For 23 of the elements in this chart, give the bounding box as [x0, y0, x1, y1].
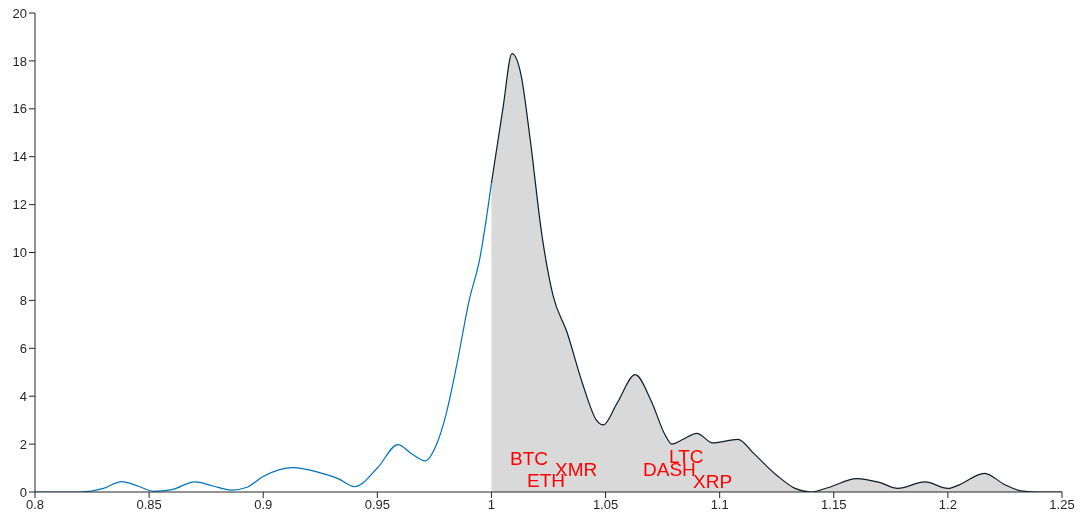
y-tick-label: 2 — [19, 436, 27, 452]
y-tick-label: 0 — [19, 484, 27, 500]
x-tick-label: 0.8 — [25, 497, 45, 513]
annotation: XRP — [693, 471, 733, 493]
x-tick-label: 1.2 — [938, 497, 957, 513]
x-tick-label: 1 — [487, 497, 496, 513]
x-tick-label: 1.15 — [821, 497, 847, 513]
x-tick-label: 1.1 — [710, 497, 729, 513]
y-tick-label: 20 — [12, 5, 27, 21]
y-tick-label: 6 — [19, 340, 27, 356]
y-tick-label: 4 — [19, 388, 27, 404]
y-tick-label: 10 — [12, 245, 27, 261]
y-tick-label: 14 — [12, 149, 27, 165]
annotation: BTC — [510, 448, 548, 470]
x-tick-label: 1.05 — [592, 497, 619, 513]
y-tick-label: 16 — [12, 101, 27, 117]
x-tick-label: 0.85 — [136, 497, 162, 513]
x-tick-label: 1.25 — [1049, 497, 1075, 513]
y-tick-label: 8 — [19, 293, 27, 309]
y-tick-label: 12 — [12, 197, 27, 213]
y-tick-label: 18 — [12, 53, 27, 69]
x-tick-label: 0.9 — [254, 497, 273, 513]
x-tick-label: 0.95 — [364, 497, 390, 513]
